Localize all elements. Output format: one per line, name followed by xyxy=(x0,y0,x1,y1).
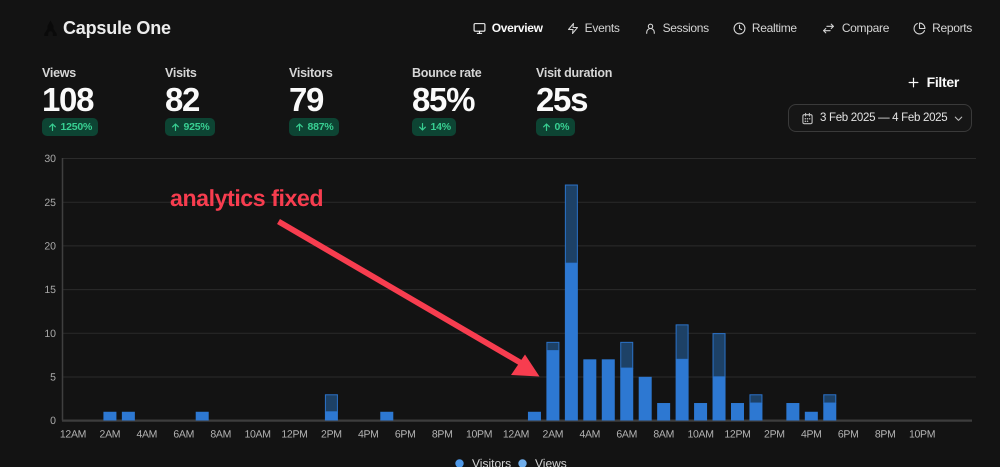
svg-text:25: 25 xyxy=(44,197,56,209)
svg-text:Views: Views xyxy=(535,457,567,467)
svg-text:2PM: 2PM xyxy=(764,429,785,441)
svg-text:2AM: 2AM xyxy=(100,429,121,441)
svg-text:15: 15 xyxy=(44,284,56,296)
svg-text:analytics fixed: analytics fixed xyxy=(170,185,323,211)
svg-text:5: 5 xyxy=(50,372,56,384)
svg-text:6AM: 6AM xyxy=(173,429,194,441)
svg-text:8AM: 8AM xyxy=(653,429,674,441)
svg-text:2AM: 2AM xyxy=(543,429,564,441)
svg-text:10PM: 10PM xyxy=(909,429,935,441)
svg-text:12AM: 12AM xyxy=(503,429,529,441)
svg-text:20: 20 xyxy=(44,241,56,253)
svg-text:8AM: 8AM xyxy=(210,429,231,441)
svg-text:6PM: 6PM xyxy=(838,429,859,441)
svg-text:12PM: 12PM xyxy=(724,429,750,441)
svg-text:4AM: 4AM xyxy=(579,429,600,441)
svg-text:10AM: 10AM xyxy=(244,429,270,441)
svg-text:0: 0 xyxy=(50,415,56,427)
svg-text:4AM: 4AM xyxy=(136,429,157,441)
svg-text:2PM: 2PM xyxy=(321,429,342,441)
svg-text:6PM: 6PM xyxy=(395,429,416,441)
svg-text:6AM: 6AM xyxy=(616,429,637,441)
svg-text:10PM: 10PM xyxy=(466,429,492,441)
svg-text:Visitors: Visitors xyxy=(472,457,511,467)
svg-text:8PM: 8PM xyxy=(875,429,896,441)
svg-text:30: 30 xyxy=(44,153,56,165)
svg-text:12AM: 12AM xyxy=(60,429,86,441)
svg-text:12PM: 12PM xyxy=(281,429,307,441)
svg-text:4PM: 4PM xyxy=(801,429,822,441)
svg-text:10: 10 xyxy=(44,328,56,340)
svg-text:10AM: 10AM xyxy=(687,429,713,441)
svg-text:8PM: 8PM xyxy=(432,429,453,441)
svg-text:4PM: 4PM xyxy=(358,429,379,441)
